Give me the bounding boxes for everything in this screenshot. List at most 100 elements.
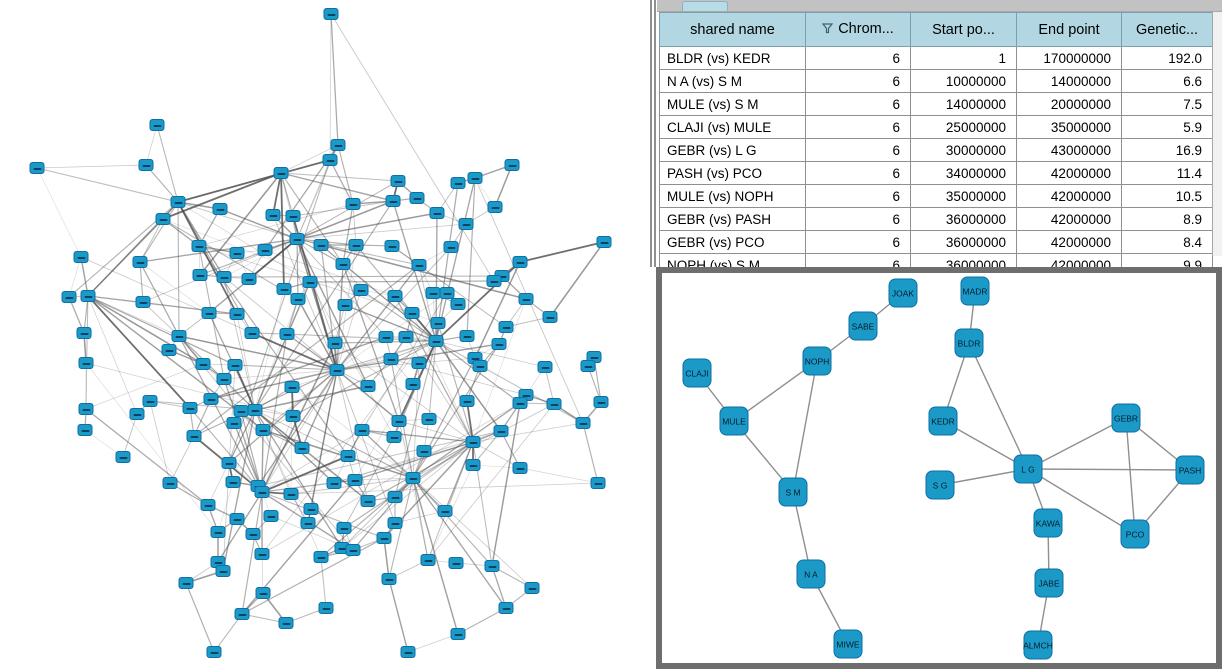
graph-node[interactable]	[391, 415, 407, 427]
graph-node[interactable]	[225, 476, 241, 488]
graph-node[interactable]	[512, 462, 528, 474]
graph-node[interactable]	[77, 424, 93, 436]
graph-node[interactable]	[409, 192, 425, 204]
graph-node[interactable]	[404, 307, 420, 319]
graph-node[interactable]	[149, 119, 165, 131]
graph-node[interactable]	[472, 360, 488, 372]
overview-network-panel[interactable]	[0, 0, 653, 669]
graph-node[interactable]	[142, 395, 158, 407]
graph-node[interactable]	[191, 240, 207, 252]
graph-node-jabe[interactable]: JABE	[1034, 568, 1064, 598]
graph-node[interactable]	[195, 358, 211, 370]
table-row[interactable]: GEBR (vs) PCO 6 36000000 42000000 8.4	[659, 230, 1213, 254]
graph-node[interactable]	[132, 256, 148, 268]
graph-node[interactable]	[383, 353, 399, 365]
graph-node[interactable]	[335, 258, 351, 270]
graph-node[interactable]	[155, 213, 171, 225]
graph-node[interactable]	[273, 167, 289, 179]
graph-node[interactable]	[512, 256, 528, 268]
graph-node-sabe[interactable]: SABE	[848, 311, 878, 341]
graph-node[interactable]	[221, 457, 237, 469]
graph-node[interactable]	[171, 330, 187, 342]
graph-node[interactable]	[348, 239, 364, 251]
graph-node[interactable]	[416, 445, 432, 457]
graph-node-bldr[interactable]: BLDR	[954, 328, 984, 358]
graph-node-pash[interactable]: PASH	[1175, 455, 1205, 485]
panel-splitter[interactable]	[650, 0, 657, 267]
graph-node[interactable]	[263, 510, 279, 522]
graph-node[interactable]	[330, 139, 346, 151]
graph-node[interactable]	[425, 287, 441, 299]
graph-node[interactable]	[80, 290, 96, 302]
graph-node[interactable]	[135, 296, 151, 308]
graph-node[interactable]	[318, 602, 334, 614]
graph-node[interactable]	[200, 499, 216, 511]
graph-node[interactable]	[465, 459, 481, 471]
graph-node-mule[interactable]: MULE	[719, 406, 749, 436]
graph-node[interactable]	[161, 344, 177, 356]
graph-node[interactable]	[518, 293, 534, 305]
graph-node[interactable]	[385, 195, 401, 207]
filtered-network-panel[interactable]	[656, 267, 1222, 669]
graph-node[interactable]	[443, 241, 459, 253]
table-row[interactable]: MULE (vs) S M 6 14000000 20000000 7.5	[659, 92, 1213, 116]
graph-node[interactable]	[254, 486, 270, 498]
column-header-shared-name[interactable]: shared name	[659, 12, 806, 47]
graph-node[interactable]	[498, 602, 514, 614]
graph-node[interactable]	[437, 505, 453, 517]
graph-node[interactable]	[327, 337, 343, 349]
table-row[interactable]: CLAJI (vs) MULE 6 25000000 35000000 5.9	[659, 115, 1213, 139]
graph-node[interactable]	[537, 361, 553, 373]
graph-node[interactable]	[245, 528, 261, 540]
graph-node[interactable]	[450, 298, 466, 310]
graph-node[interactable]	[487, 201, 503, 213]
graph-node[interactable]	[233, 405, 249, 417]
graph-node[interactable]	[241, 273, 257, 285]
graph-node[interactable]	[186, 430, 202, 442]
graph-node[interactable]	[313, 551, 329, 563]
graph-node[interactable]	[178, 577, 194, 589]
graph-node-almch[interactable]: ALMCH	[1023, 630, 1053, 660]
graph-node[interactable]	[590, 477, 606, 489]
graph-node[interactable]	[493, 425, 509, 437]
graph-node[interactable]	[378, 331, 394, 343]
table-row[interactable]: GEBR (vs) PASH 6 36000000 42000000 8.9	[659, 207, 1213, 231]
column-header-end-point[interactable]: End point	[1016, 12, 1122, 47]
graph-node[interactable]	[448, 557, 464, 569]
graph-node[interactable]	[498, 321, 514, 333]
graph-node[interactable]	[192, 269, 208, 281]
graph-node-l-g[interactable]: L G	[1013, 454, 1043, 484]
graph-node-kawa[interactable]: KAWA	[1033, 508, 1063, 538]
graph-node[interactable]	[593, 396, 609, 408]
filter-funnel-icon[interactable]	[821, 22, 834, 38]
graph-node-s-m[interactable]: S M	[778, 477, 808, 507]
graph-node[interactable]	[182, 402, 198, 414]
graph-node[interactable]	[491, 338, 507, 350]
graph-node[interactable]	[542, 311, 558, 323]
graph-node[interactable]	[290, 293, 306, 305]
graph-node[interactable]	[336, 522, 352, 534]
graph-node[interactable]	[524, 582, 540, 594]
graph-node[interactable]	[294, 442, 310, 454]
graph-node-gebr[interactable]: GEBR	[1111, 403, 1141, 433]
graph-node[interactable]	[244, 327, 260, 339]
graph-node[interactable]	[279, 328, 295, 340]
graph-node[interactable]	[465, 436, 481, 448]
graph-node[interactable]	[360, 380, 376, 392]
column-header-chromosome[interactable]: Chrom...	[805, 12, 911, 47]
graph-node[interactable]	[115, 451, 131, 463]
graph-node[interactable]	[430, 317, 446, 329]
graph-node[interactable]	[78, 403, 94, 415]
graph-node[interactable]	[459, 330, 475, 342]
graph-node[interactable]	[254, 548, 270, 560]
graph-node[interactable]	[129, 408, 145, 420]
graph-node-joak[interactable]: JOAK	[888, 278, 918, 308]
graph-node[interactable]	[398, 331, 414, 343]
graph-node-madr[interactable]: MADR	[960, 276, 990, 306]
graph-node[interactable]	[486, 275, 502, 287]
graph-node[interactable]	[387, 290, 403, 302]
graph-node-s-g[interactable]: S G	[925, 470, 955, 500]
graph-node[interactable]	[212, 203, 228, 215]
graph-node[interactable]	[229, 308, 245, 320]
graph-node-miwe[interactable]: MIWE	[833, 629, 863, 659]
